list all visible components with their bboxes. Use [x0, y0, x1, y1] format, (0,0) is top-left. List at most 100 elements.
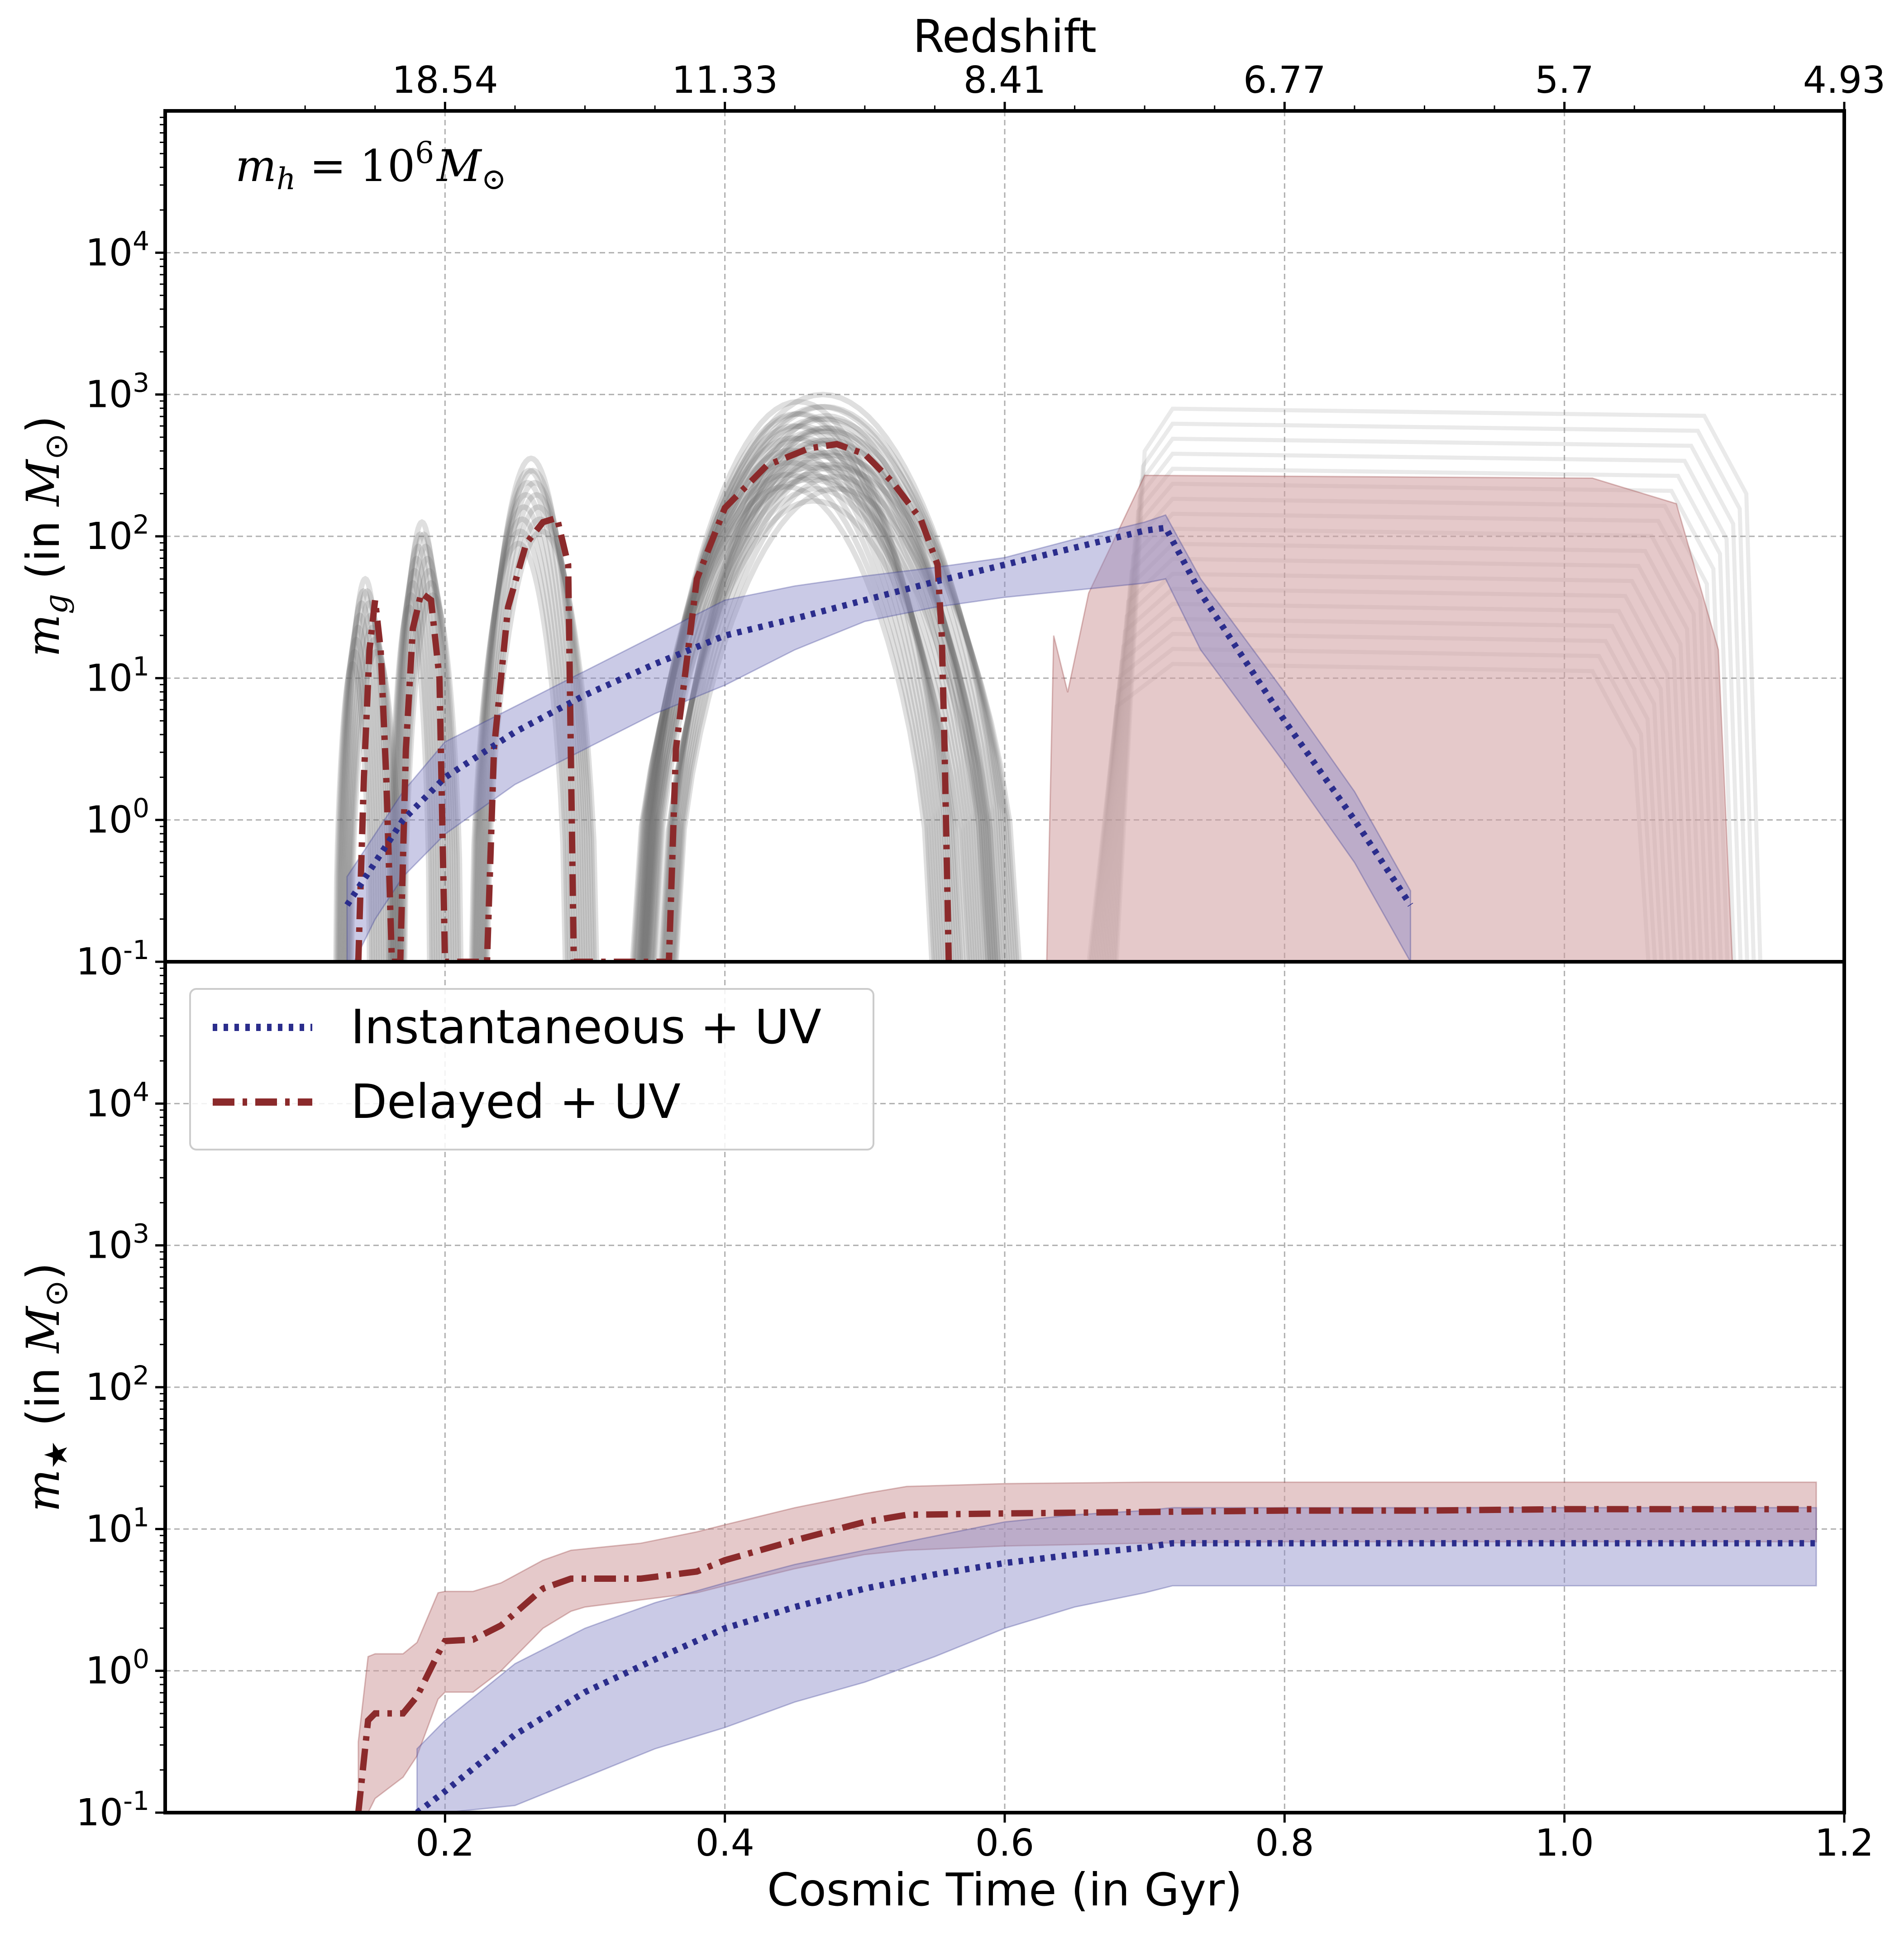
y-tick-exponent: 3 [133, 368, 149, 398]
y-tick-label: 104 [86, 1076, 149, 1125]
delayed-band-plateau [1046, 474, 1733, 962]
individual-run-line [652, 472, 966, 962]
y-tick-base: 10 [86, 1082, 133, 1125]
y-tick-base: 10 [86, 1366, 133, 1409]
individual-run-line [469, 540, 568, 962]
individual-run-line [649, 435, 959, 962]
individual-run-line [663, 437, 982, 962]
individual-run-line [668, 437, 992, 962]
y-tick-base: 10 [86, 1224, 133, 1267]
individual-run-line [645, 464, 1022, 962]
individual-run-line [645, 399, 952, 962]
y-tick-base: 10 [86, 1508, 133, 1551]
individual-run-line [348, 636, 401, 962]
y-tick-label: 103 [86, 1218, 149, 1267]
individual-run-line [392, 543, 444, 962]
y-tick-exponent: 2 [133, 509, 149, 540]
y-tick-label: 101 [86, 1502, 149, 1551]
y-tick-exponent: -1 [123, 1785, 149, 1816]
individual-run-line [639, 459, 940, 962]
individual-run-line [663, 449, 979, 962]
y-tick-base: 10 [76, 940, 123, 983]
individual-run-line [387, 592, 435, 962]
halo-mass-annotation: mh = 106M⊙ [235, 135, 506, 196]
top-axis-tick-label: 5.7 [1535, 59, 1594, 102]
individual-run-line [340, 588, 387, 962]
instantaneous-band [416, 1507, 1817, 1813]
y-tick-base: 10 [86, 373, 133, 416]
individual-run-line [661, 462, 977, 962]
individual-run-line [341, 576, 389, 962]
y-tick-label: 102 [86, 509, 149, 558]
annotation-unit: M [436, 141, 482, 191]
individual-run-line [390, 568, 440, 962]
top-axis-tick-label: 8.41 [964, 59, 1046, 102]
y-tick-exponent: 3 [133, 1218, 149, 1249]
individual-run-line [640, 447, 942, 962]
individual-run-line [333, 661, 372, 962]
x-tick-label: 0.4 [695, 1822, 754, 1865]
y-tick-exponent: 1 [133, 1502, 149, 1532]
individual-run-line [393, 531, 447, 962]
y-tick-exponent: -1 [123, 935, 149, 965]
individual-run-line [396, 531, 452, 962]
y-tick-label: 10-1 [76, 935, 149, 983]
individual-run-line [472, 504, 576, 962]
bottom-bands [358, 1481, 1817, 1813]
bottom-y-axis-label: m★ (in M⊙) [17, 1262, 75, 1512]
individual-run-line [343, 588, 391, 962]
individual-run-line [386, 604, 433, 962]
individual-run-line [484, 528, 600, 962]
y-tick-label: 100 [86, 793, 149, 842]
individual-run-line [639, 404, 1010, 962]
y-tick-exponent: 2 [133, 1360, 149, 1391]
instantaneous-band [346, 514, 1412, 962]
x-tick-label: 1.2 [1815, 1822, 1874, 1865]
individual-run-line [389, 580, 437, 962]
x-tick-label: 1.0 [1535, 1822, 1594, 1865]
y-tick-label: 103 [86, 368, 149, 416]
individual-run-line [473, 492, 578, 962]
annotation-eq: = 10 [296, 141, 415, 191]
individual-run-line [631, 464, 993, 962]
y-tick-exponent: 0 [133, 1644, 149, 1675]
individual-run-line [667, 425, 989, 962]
bottom-panel-frame [163, 960, 1846, 1814]
individual-run-line [402, 592, 464, 962]
individual-run-line [475, 480, 580, 962]
annotation-lhs-sub: h [277, 162, 296, 196]
individual-run-line [637, 404, 1005, 962]
top-axis-ticks: 18.54 11.33 8.41 6.77 5.7 4.93 [234, 59, 1885, 111]
individual-run-line [642, 428, 1015, 962]
individual-run-line [339, 600, 384, 962]
annotation-exp: 6 [415, 135, 434, 170]
y-tick-exponent: 4 [133, 225, 149, 256]
x-tick-label: 0.6 [975, 1822, 1034, 1865]
y-tick-base: 10 [86, 515, 133, 558]
y-tick-label: 104 [86, 225, 149, 274]
top-lines [344, 441, 1413, 962]
individual-run-line [338, 612, 382, 962]
individual-run-line [471, 516, 573, 962]
individual-run-line [348, 649, 404, 962]
bottom-x-ticks: 0.2 0.4 0.6 0.8 1.0 1.2 [415, 1813, 1874, 1865]
y-tick-base: 10 [76, 1791, 123, 1834]
individual-run-line [670, 449, 994, 962]
individual-run-line [673, 486, 1001, 962]
x-axis-label: Cosmic Time (in Gyr) [767, 1863, 1242, 1916]
individual-run-line [633, 440, 998, 962]
legend-label-delayed: Delayed + UV [351, 1074, 681, 1129]
individual-run-line [346, 624, 399, 962]
y-tick-base: 10 [86, 657, 133, 700]
individual-run-line [470, 528, 571, 962]
individual-run-line [337, 624, 380, 962]
top-bands [346, 474, 1733, 962]
top-axis-tick-label: 18.54 [392, 59, 498, 102]
individual-run-line [477, 455, 585, 962]
top-y-axis-label: mg (in M⊙) [17, 415, 75, 657]
y-tick-exponent: 4 [133, 1076, 149, 1107]
annotation-lhs: m [235, 141, 277, 191]
individual-run-line [651, 459, 964, 962]
